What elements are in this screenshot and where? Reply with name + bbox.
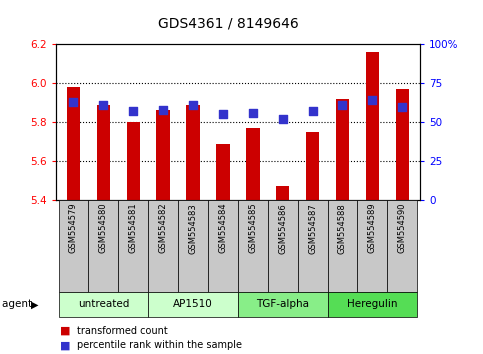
Point bbox=[398, 104, 406, 109]
Bar bbox=[178, 200, 208, 292]
Bar bbox=[298, 200, 327, 292]
Text: GSM554587: GSM554587 bbox=[308, 203, 317, 253]
Text: ■: ■ bbox=[60, 326, 71, 336]
Bar bbox=[306, 132, 319, 200]
Text: AP1510: AP1510 bbox=[173, 299, 213, 309]
Text: untreated: untreated bbox=[78, 299, 129, 309]
Point bbox=[189, 102, 197, 108]
Bar bbox=[336, 99, 349, 200]
Text: GSM554583: GSM554583 bbox=[188, 203, 198, 253]
Bar bbox=[238, 200, 268, 292]
Bar bbox=[97, 105, 110, 200]
Bar bbox=[327, 292, 417, 317]
Point bbox=[99, 102, 107, 108]
Bar bbox=[366, 52, 379, 200]
Text: GSM554586: GSM554586 bbox=[278, 203, 287, 253]
Bar bbox=[186, 105, 200, 200]
Bar bbox=[268, 200, 298, 292]
Text: GSM554590: GSM554590 bbox=[398, 203, 407, 253]
Point bbox=[279, 116, 286, 122]
Text: Heregulin: Heregulin bbox=[347, 299, 398, 309]
Bar bbox=[208, 200, 238, 292]
Text: transformed count: transformed count bbox=[77, 326, 168, 336]
Bar bbox=[156, 110, 170, 200]
Text: GDS4361 / 8149646: GDS4361 / 8149646 bbox=[158, 16, 298, 30]
Point bbox=[309, 108, 316, 114]
Bar bbox=[276, 187, 289, 200]
Bar bbox=[387, 200, 417, 292]
Text: GSM554589: GSM554589 bbox=[368, 203, 377, 253]
Bar bbox=[58, 292, 148, 317]
Text: GSM554584: GSM554584 bbox=[218, 203, 227, 253]
Bar bbox=[88, 200, 118, 292]
Point bbox=[159, 107, 167, 113]
Bar bbox=[357, 200, 387, 292]
Bar bbox=[118, 200, 148, 292]
Text: TGF-alpha: TGF-alpha bbox=[256, 299, 309, 309]
Bar bbox=[246, 128, 259, 200]
Text: GSM554588: GSM554588 bbox=[338, 203, 347, 253]
Point bbox=[70, 99, 77, 105]
Text: GSM554579: GSM554579 bbox=[69, 203, 78, 253]
Text: ▶: ▶ bbox=[31, 299, 39, 309]
Text: GSM554581: GSM554581 bbox=[129, 203, 138, 253]
Text: GSM554580: GSM554580 bbox=[99, 203, 108, 253]
Text: percentile rank within the sample: percentile rank within the sample bbox=[77, 340, 242, 350]
Bar bbox=[216, 143, 229, 200]
Bar bbox=[67, 87, 80, 200]
Text: agent: agent bbox=[2, 299, 36, 309]
Point bbox=[219, 112, 227, 117]
Bar bbox=[396, 89, 409, 200]
Text: GSM554585: GSM554585 bbox=[248, 203, 257, 253]
Bar bbox=[127, 122, 140, 200]
Point bbox=[249, 110, 256, 116]
Point bbox=[339, 102, 346, 108]
Text: ■: ■ bbox=[60, 340, 71, 350]
Bar bbox=[58, 200, 88, 292]
Bar bbox=[148, 292, 238, 317]
Bar bbox=[327, 200, 357, 292]
Point bbox=[129, 108, 137, 114]
Bar bbox=[148, 200, 178, 292]
Bar bbox=[238, 292, 327, 317]
Point bbox=[369, 97, 376, 103]
Text: GSM554582: GSM554582 bbox=[158, 203, 168, 253]
